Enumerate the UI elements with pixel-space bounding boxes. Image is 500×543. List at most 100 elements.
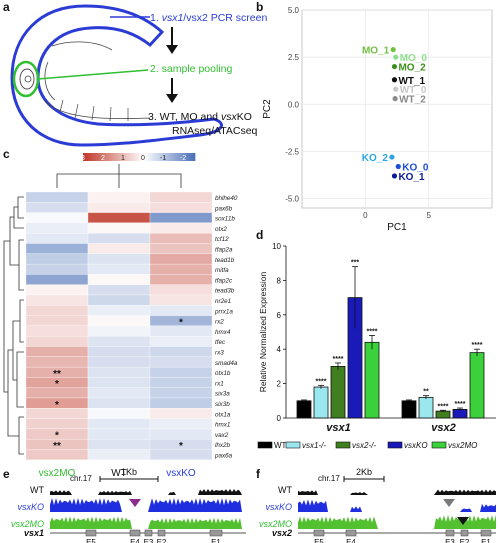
row-dendrogram — [3, 240, 10, 393]
heatmap-legend-swatch — [148, 153, 151, 161]
signal-track — [298, 489, 496, 495]
heatmap-row-label: tead3b — [215, 288, 235, 295]
heatmap-cell — [87, 346, 151, 357]
heatmap-cell — [25, 356, 89, 368]
heatmap-cell — [149, 253, 213, 265]
gene-label: vsx2 — [272, 528, 292, 538]
significance-label: **** — [438, 403, 449, 410]
heatmap-cell — [149, 366, 213, 378]
exon-label: E2 — [460, 538, 470, 543]
significance-label: **** — [316, 378, 327, 385]
panel-d-letter: d — [256, 228, 264, 242]
heatmap-row-label: tead1b — [215, 257, 235, 264]
panel-f-letter: f — [256, 467, 260, 481]
heatmap-legend-swatch — [157, 153, 160, 161]
heatmap-row-label: rx3 — [215, 350, 224, 357]
heatmap-cell — [87, 418, 151, 430]
bar — [364, 341, 380, 419]
exon-box — [85, 529, 97, 537]
panel-a-schematic: 1. vsx1/vsx2 PCR screen 2. sample poolin… — [10, 4, 267, 147]
pca-point-label: MO_2 — [398, 63, 426, 74]
pca-ytick-label: -2.5 — [285, 147, 299, 156]
heatmap-cell — [149, 305, 213, 316]
heatmap-row-label: hmx1 — [215, 422, 230, 429]
arrowhead-marker — [457, 517, 469, 525]
pca-point — [395, 163, 401, 170]
heatmap-cell — [25, 305, 89, 316]
pca-ytick-label: 0.0 — [288, 100, 300, 109]
heatmap-cell — [87, 408, 151, 419]
signal-track — [298, 499, 496, 512]
heatmap-cell — [149, 356, 213, 368]
bar — [469, 352, 485, 419]
heatmap-legend-swatch — [101, 153, 105, 161]
heatmap-row-label: smad4a — [215, 360, 238, 367]
heatmap-legend-swatch — [105, 153, 108, 161]
heatmap-cell — [25, 336, 89, 347]
pca-point — [391, 77, 398, 83]
bar-ytick-label: 0 — [277, 414, 282, 423]
track-label: WT — [30, 485, 44, 495]
heatmap-row-label: six3b — [215, 401, 230, 408]
heatmap-cell — [149, 191, 213, 203]
heatmap-legend-swatch — [129, 153, 132, 161]
heatmap-legend-swatch — [97, 153, 101, 161]
row-dendrogram — [19, 299, 24, 343]
heatmap-legend-swatch — [131, 153, 134, 161]
heatmap-legend-swatch — [92, 153, 95, 161]
bar — [435, 410, 451, 419]
heatmap-legend-swatch — [191, 153, 194, 161]
heatmap-row-label: pax6a — [214, 453, 233, 460]
heatmap-legend-swatch — [153, 153, 157, 161]
heatmap-legend-swatch — [172, 153, 175, 161]
bar — [401, 400, 417, 419]
heatmap-legend-swatch — [118, 153, 121, 161]
signal-track — [50, 516, 246, 529]
heatmap-cell — [25, 294, 89, 306]
track-label: WT — [278, 485, 292, 495]
heatmap-cell — [149, 202, 213, 213]
heatmap-cell — [149, 243, 213, 254]
row-dendrogram — [18, 416, 24, 455]
exon-label: E4 — [130, 538, 140, 543]
heatmap-significance-star: * — [179, 441, 183, 452]
heatmap-cell — [25, 253, 89, 265]
panel-a-letter: a — [3, 0, 10, 14]
heatmap-legend-swatch — [84, 153, 88, 161]
heatmap-legend-swatch — [86, 153, 90, 161]
heatmap-row-label: lhx2b — [215, 442, 231, 449]
heatmap-cell — [87, 387, 151, 399]
heatmap-cell — [149, 346, 213, 357]
pca-point — [392, 96, 398, 102]
heatmap-legend-swatch — [159, 153, 162, 161]
chrom-label: chr.17 — [318, 474, 340, 483]
heatmap-cell — [87, 315, 151, 327]
exon-label: E3 — [144, 538, 154, 543]
bar-ytick-label: 6 — [277, 311, 282, 320]
bar-ytick-label: 2 — [277, 380, 282, 389]
heatmap-cell — [87, 439, 151, 450]
exon-label: E2 — [157, 538, 167, 543]
heatmap-cell — [25, 284, 89, 296]
heatmap-row-label: nr2e1 — [215, 298, 231, 305]
heatmap-legend-swatch — [112, 153, 116, 161]
pca-ytick-label: 5.0 — [288, 6, 300, 15]
heatmap-legend-swatch — [185, 153, 188, 161]
exon-box — [445, 529, 455, 537]
heatmap-column-label: WT — [111, 468, 127, 479]
heatmap-cell — [87, 263, 151, 275]
heatmap-legend-swatch — [168, 153, 172, 161]
row-dendrogram — [9, 216, 19, 266]
heatmap-cell — [25, 222, 89, 234]
heatmap-legend-swatch — [170, 153, 173, 161]
bar-ytick-label: 8 — [277, 276, 282, 285]
bar-ylabel: Relative Normalized Expression — [258, 271, 268, 392]
row-dendrogram — [17, 196, 24, 219]
heatmap-cell — [87, 305, 151, 316]
heatmap-legend-tick: -2 — [180, 155, 186, 162]
heatmap-legend-swatch — [161, 153, 164, 161]
heatmap-legend-tick: 3 — [81, 155, 85, 162]
heatmap-cell — [25, 315, 89, 327]
heatmap-cell — [149, 284, 213, 296]
legend-label: vsx2MO — [448, 441, 477, 450]
